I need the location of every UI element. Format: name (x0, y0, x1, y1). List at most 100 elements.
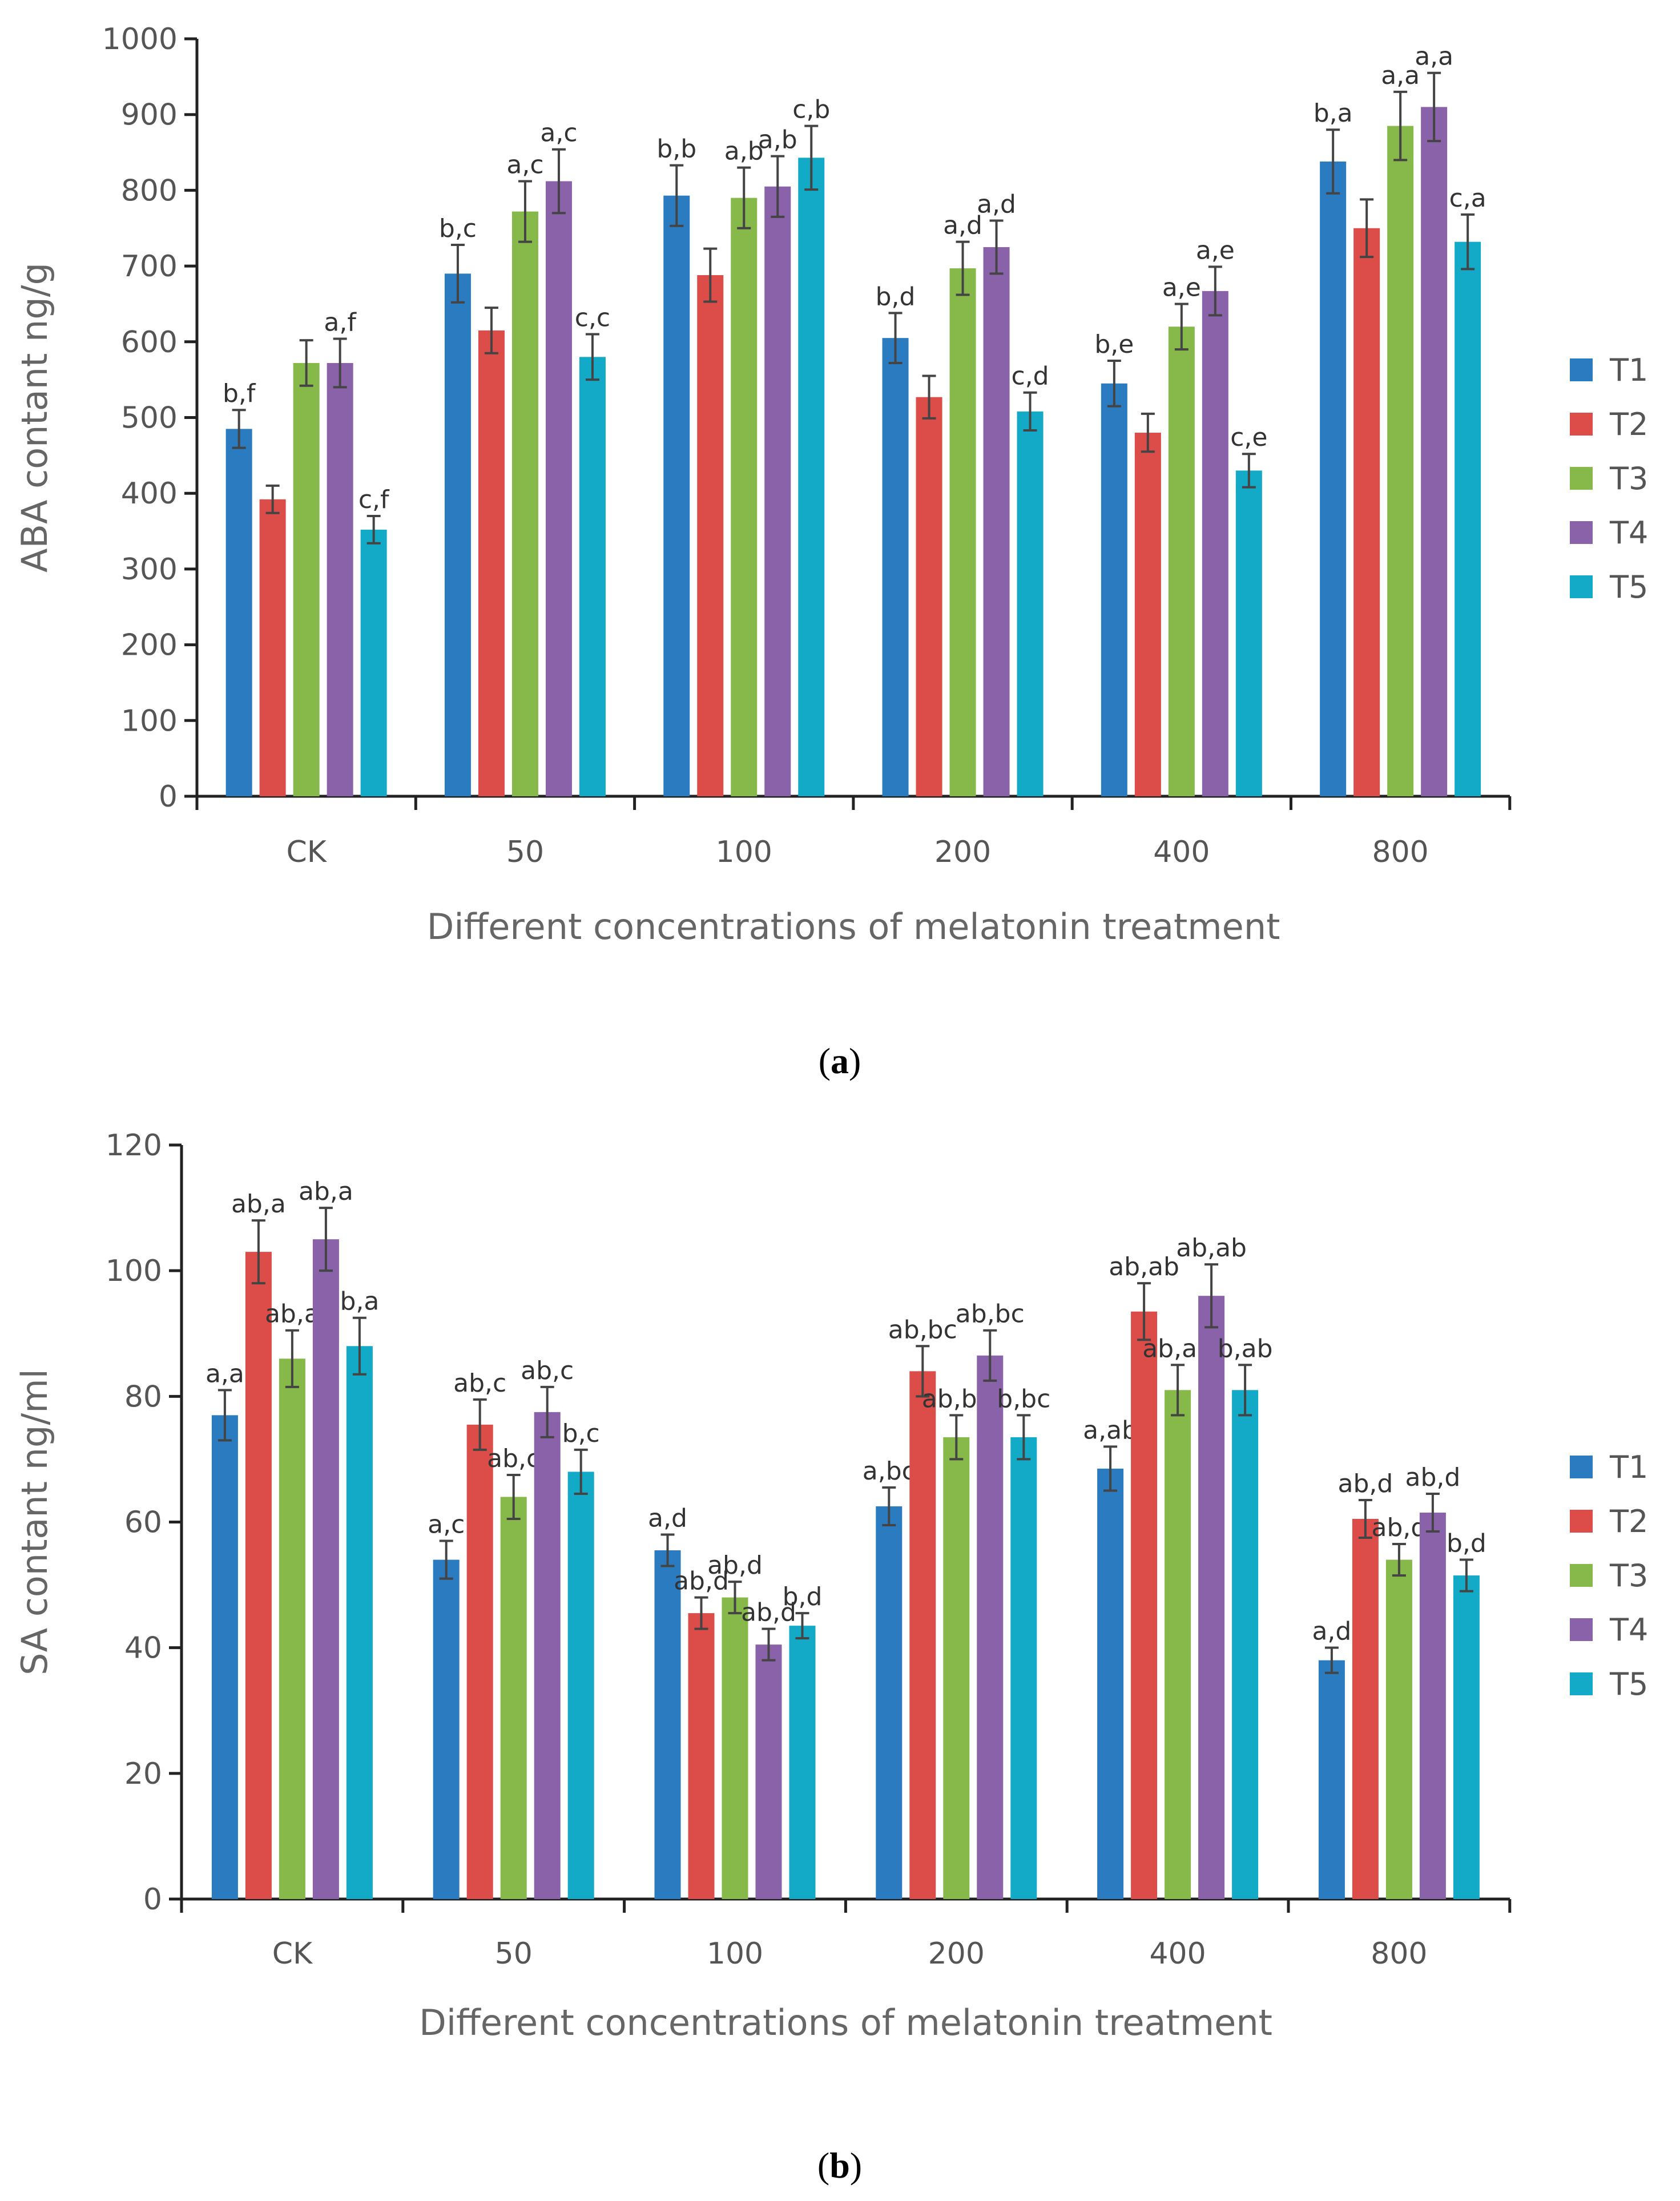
significance-label: b,d (783, 1582, 823, 1611)
significance-label: c,a (1449, 184, 1486, 213)
legend-swatch-T1 (1570, 358, 1593, 381)
significance-label: ab,d (741, 1598, 796, 1627)
bar-T5 (1455, 241, 1481, 796)
bar-T1 (663, 195, 690, 797)
significance-label: b,a (1314, 99, 1353, 128)
bar-T1 (1320, 161, 1347, 796)
significance-label: a,e (1162, 273, 1201, 302)
bar-T5 (1232, 1390, 1259, 1899)
x-axis-title: Different concentrations of melatonin tr… (427, 906, 1280, 948)
y-tick-label: 1000 (102, 22, 178, 57)
y-tick-label: 900 (121, 98, 178, 132)
legend-label-T5: T5 (1609, 569, 1648, 605)
y-tick-label: 60 (124, 1506, 162, 1540)
y-tick-label: 40 (124, 1631, 162, 1666)
significance-label: b,f (223, 379, 256, 408)
legend-label-T1: T1 (1609, 352, 1648, 388)
bar-T2 (466, 1424, 493, 1899)
significance-label: ab,a (299, 1177, 353, 1206)
significance-label: b,b (656, 135, 696, 164)
significance-label: a,bc (863, 1457, 916, 1486)
x-tick-label: 200 (928, 1937, 985, 1971)
significance-label: ab,bc (888, 1315, 957, 1344)
bar-T4 (1198, 1296, 1225, 1899)
bar-T5 (360, 529, 387, 796)
bar-T3 (1165, 1390, 1191, 1899)
significance-label: a,b (758, 126, 797, 155)
bar-T3 (279, 1359, 305, 1899)
significance-label: ab,d (674, 1567, 729, 1596)
bar-T3 (511, 211, 538, 796)
significance-label: ab,d (1371, 1513, 1427, 1542)
significance-label: ab,bc (956, 1300, 1025, 1329)
y-axis-title: SA contant ng/ml (14, 1369, 55, 1675)
significance-label: ab,c (521, 1356, 574, 1385)
bar-T4 (1421, 107, 1448, 797)
significance-label: a,e (1196, 236, 1235, 265)
bar-T2 (1134, 433, 1161, 796)
bar-T1 (654, 1550, 681, 1899)
chart-panel-a: 0 100 200 300 400 500 600 700 800 900 1000 CK b,f a,f… (14, 22, 1648, 1081)
x-tick-label: 100 (707, 1937, 763, 1971)
bar-T1 (211, 1415, 238, 1899)
y-tick-label: 200 (121, 628, 178, 663)
bar-T3 (1385, 1559, 1412, 1899)
bar-T2 (697, 275, 724, 796)
legend-label-T5: T5 (1609, 1666, 1648, 1702)
legend-label-T1: T1 (1609, 1449, 1648, 1485)
significance-label: ab,a (265, 1300, 320, 1329)
significance-label: a,d (1312, 1617, 1351, 1646)
bar-T1 (444, 273, 471, 796)
legend-swatch-T5 (1570, 1672, 1593, 1695)
y-axis-title: ABA contant ng/g (14, 263, 55, 573)
bar-T4 (764, 186, 791, 796)
bar-T3 (949, 268, 976, 796)
bar-T3 (722, 1597, 748, 1899)
significance-label: ab,a (231, 1190, 286, 1219)
bar-T3 (1387, 126, 1414, 797)
bar-T3 (293, 362, 320, 796)
y-tick-label: 0 (159, 780, 178, 814)
bar-T1 (876, 1506, 903, 1899)
legend-swatch-T1 (1570, 1456, 1593, 1478)
x-axis-title: Different concentrations of melatonin tr… (419, 2002, 1272, 2043)
bar-T2 (688, 1613, 715, 1899)
significance-label: ab,d (707, 1551, 763, 1580)
significance-label: a,c (540, 119, 577, 148)
bar-T4 (545, 181, 572, 796)
legend-swatch-T4 (1570, 521, 1593, 544)
panel-label: (a) (819, 1041, 861, 1081)
bar-T4 (1202, 291, 1228, 796)
bar-T5 (567, 1472, 594, 1899)
legend-label-T3: T3 (1609, 461, 1648, 497)
significance-label: a,a (1415, 42, 1453, 71)
legend-label-T2: T2 (1609, 1503, 1648, 1539)
significance-label: a,a (1381, 61, 1420, 90)
bar-T1 (1097, 1468, 1124, 1899)
bar-T4 (327, 362, 353, 796)
significance-label: ab,c (487, 1444, 540, 1473)
bar-T2 (909, 1371, 936, 1899)
significance-label: a,a (206, 1359, 244, 1388)
legend-swatch-T5 (1570, 575, 1593, 598)
bar-T1 (225, 429, 252, 796)
x-tick-label: 100 (716, 835, 772, 869)
legend-swatch-T2 (1570, 1510, 1593, 1533)
bar-T5 (1453, 1575, 1480, 1899)
bar-T5 (579, 357, 606, 796)
significance-label: b,d (1447, 1529, 1486, 1558)
bar-T3 (1168, 326, 1195, 796)
y-tick-label: 120 (106, 1128, 162, 1163)
y-tick-label: 600 (121, 325, 178, 360)
x-tick-label: 50 (506, 835, 544, 869)
x-tick-label: CK (286, 835, 327, 869)
significance-label: a,b (724, 137, 764, 166)
y-tick-label: 700 (121, 249, 178, 284)
x-tick-label: 50 (495, 1937, 533, 1971)
significance-label: a,f (324, 308, 357, 337)
significance-label: c,f (358, 485, 390, 514)
significance-label: a,c (428, 1510, 465, 1539)
bar-T2 (1353, 228, 1380, 796)
bar-T1 (1101, 383, 1127, 796)
bar-T5 (1017, 411, 1044, 796)
